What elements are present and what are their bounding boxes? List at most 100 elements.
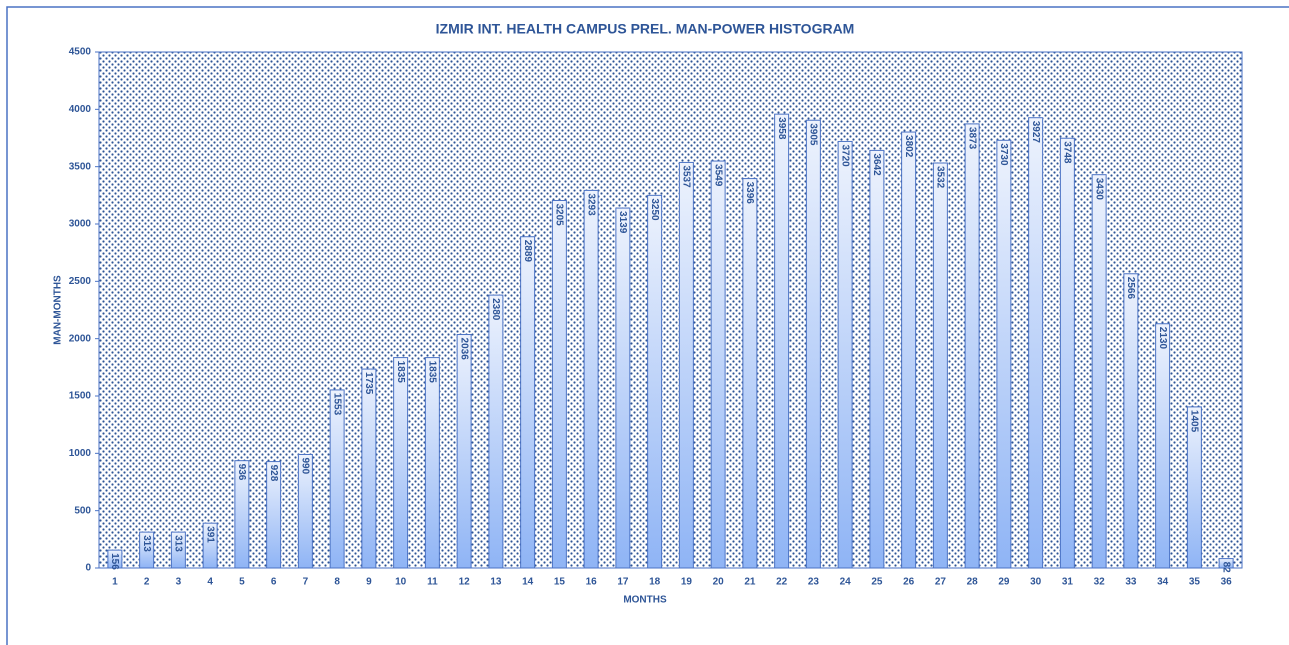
data-label: 156 — [109, 553, 120, 570]
bar — [297, 453, 313, 569]
bar — [1091, 174, 1107, 569]
data-label: 2380 — [490, 298, 501, 321]
data-label: 1735 — [363, 372, 374, 395]
x-tick-label: 2 — [144, 577, 150, 588]
data-label: 2130 — [1157, 327, 1168, 350]
bar — [520, 236, 536, 569]
data-label: 3802 — [903, 135, 914, 158]
data-label: 313 — [141, 535, 152, 552]
bar — [837, 140, 853, 569]
x-tick-label: 6 — [271, 577, 277, 588]
x-tick-label: 35 — [1189, 577, 1201, 588]
bar — [266, 461, 282, 569]
x-tick-label: 12 — [459, 577, 471, 588]
data-label: 3293 — [585, 193, 596, 216]
x-tick-label: 1 — [112, 577, 118, 588]
bar — [234, 460, 250, 569]
data-label: 1835 — [395, 361, 406, 384]
data-label: 391 — [204, 526, 215, 543]
data-label: 3396 — [744, 182, 755, 205]
bar — [456, 334, 472, 569]
bar — [1028, 117, 1044, 569]
y-tick-label: 4000 — [69, 104, 92, 115]
y-tick-label: 2500 — [69, 276, 92, 287]
data-label: 3205 — [554, 203, 565, 226]
data-label: 3250 — [649, 198, 660, 221]
bar — [1155, 323, 1171, 569]
bar — [551, 199, 567, 569]
x-tick-label: 26 — [903, 577, 915, 588]
bar — [678, 161, 694, 569]
bar — [329, 389, 345, 569]
x-tick-label: 15 — [554, 577, 566, 588]
x-tick-label: 18 — [649, 577, 661, 588]
x-tick-label: 24 — [840, 577, 852, 588]
x-tick-label: 17 — [617, 577, 629, 588]
bar — [424, 357, 440, 569]
x-tick-label: 13 — [490, 577, 502, 588]
x-tick-label: 29 — [998, 577, 1010, 588]
x-tick-label: 31 — [1062, 577, 1074, 588]
y-tick-label: 2000 — [69, 333, 92, 344]
x-tick-label: 33 — [1125, 577, 1137, 588]
y-tick-label: 500 — [74, 505, 91, 516]
bar — [1218, 558, 1234, 569]
bar — [996, 139, 1012, 569]
data-label: 1405 — [1189, 410, 1200, 433]
y-tick-label: 0 — [85, 563, 91, 574]
x-tick-label: 27 — [935, 577, 947, 588]
data-label: 3958 — [776, 117, 787, 140]
data-label: 3549 — [712, 164, 723, 187]
x-tick-label: 5 — [239, 577, 245, 588]
data-label: 3927 — [1030, 121, 1041, 144]
x-tick-label: 3 — [176, 577, 182, 588]
bar — [1186, 406, 1202, 569]
x-tick-label: 30 — [1030, 577, 1042, 588]
x-tick-label: 14 — [522, 577, 534, 588]
data-label: 1835 — [427, 361, 438, 384]
bar — [901, 131, 917, 569]
data-label: 3139 — [617, 211, 628, 234]
x-tick-label: 8 — [334, 577, 340, 588]
data-label: 1553 — [331, 393, 342, 416]
bar — [774, 113, 790, 569]
x-tick-label: 22 — [776, 577, 788, 588]
frame — [6, 6, 1289, 645]
x-tick-label: 10 — [395, 577, 407, 588]
x-tick-label: 23 — [808, 577, 820, 588]
plot-area — [98, 51, 1243, 569]
x-tick-label: 7 — [303, 577, 309, 588]
data-label: 3720 — [839, 144, 850, 167]
bar — [107, 549, 123, 569]
data-label: 2566 — [1125, 277, 1136, 300]
data-label: 3430 — [1093, 178, 1104, 201]
data-label: 3905 — [808, 123, 819, 146]
x-tick-label: 21 — [744, 577, 756, 588]
y-tick-label: 4500 — [69, 47, 92, 58]
data-label: 936 — [236, 464, 247, 481]
bar — [964, 123, 980, 569]
y-axis-label: MAN-MONTHS — [53, 275, 64, 345]
bar — [742, 178, 758, 569]
data-label: 2889 — [522, 240, 533, 263]
bar — [202, 522, 218, 569]
bar — [1059, 137, 1075, 569]
bar — [393, 357, 409, 569]
bar — [583, 189, 599, 569]
x-tick-label: 28 — [967, 577, 979, 588]
y-tick-label: 3000 — [69, 219, 92, 230]
x-tick-label: 9 — [366, 577, 372, 588]
x-tick-label: 11 — [427, 577, 438, 588]
data-label: 3642 — [871, 153, 882, 176]
data-label: 313 — [173, 535, 184, 552]
x-axis-label: MONTHS — [623, 595, 667, 606]
bar — [1123, 273, 1139, 569]
data-label: 82 — [1220, 562, 1231, 574]
data-label: 3532 — [935, 166, 946, 189]
bar — [932, 162, 948, 569]
data-label: 990 — [300, 457, 311, 474]
bar — [647, 194, 663, 569]
y-tick-label: 3500 — [69, 161, 92, 172]
data-label: 3748 — [1062, 141, 1073, 164]
